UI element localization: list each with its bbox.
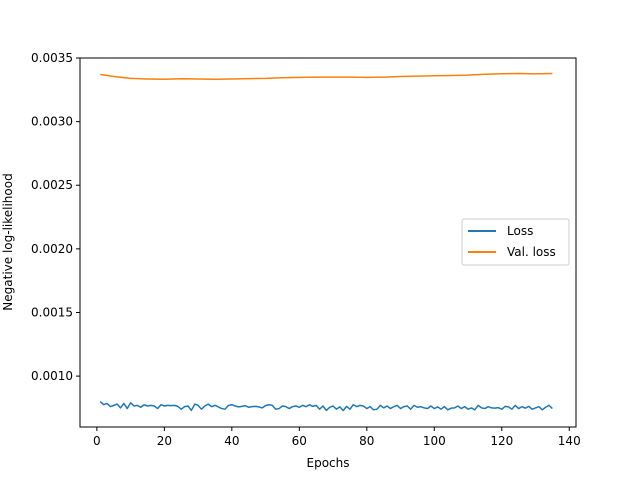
x-tick-label: 120 — [490, 434, 513, 448]
x-tick-label: 80 — [359, 434, 374, 448]
y-tick-label: 0.0010 — [31, 369, 73, 383]
plot-lines — [99, 72, 553, 412]
x-tick-label: 20 — [157, 434, 172, 448]
x-tick-label: 40 — [224, 434, 239, 448]
legend: Loss Val. loss — [461, 218, 570, 266]
x-axis-label: Epochs — [307, 456, 350, 470]
series-line-val-loss — [100, 72, 553, 80]
y-tick-label: 0.0020 — [31, 242, 73, 256]
y-axis-label: Negative log-likelihood — [1, 173, 15, 310]
y-tick-label: 0.0015 — [31, 305, 73, 319]
x-tick-label: 100 — [423, 434, 446, 448]
x-tick-label: 60 — [292, 434, 307, 448]
series-line-loss — [99, 401, 553, 412]
legend-label-loss: Loss — [507, 224, 533, 238]
legend-label-val-loss: Val. loss — [507, 245, 556, 259]
x-tick-label: 140 — [558, 434, 581, 448]
y-tick-label: 0.0025 — [31, 178, 73, 192]
x-tick-label: 0 — [93, 434, 101, 448]
y-tick-label: 0.0035 — [31, 51, 73, 65]
plot-frame — [79, 57, 577, 428]
x-axis: 0 20 40 60 80 100 120 140 — [93, 427, 581, 448]
y-tick-label: 0.0030 — [31, 115, 73, 129]
y-axis: 0.0010 0.0015 0.0020 0.0025 0.0030 0.0035 — [31, 51, 80, 383]
